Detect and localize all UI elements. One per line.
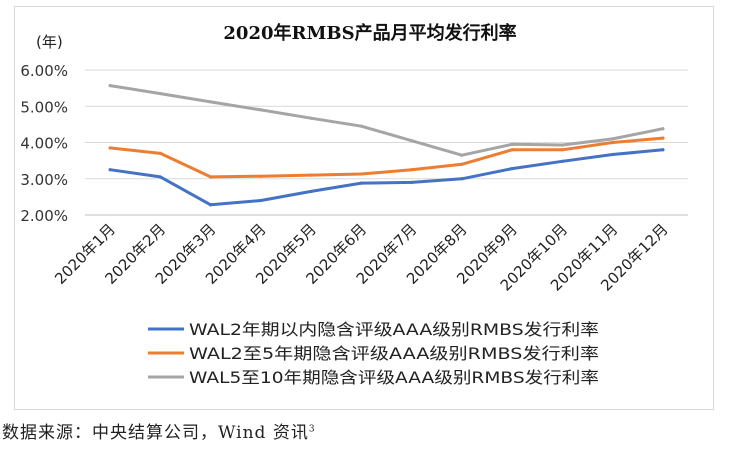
- data-point: [460, 162, 464, 166]
- data-point: [510, 148, 514, 152]
- data-point: [259, 174, 263, 178]
- y-tick-label: 6.00%: [20, 62, 68, 80]
- y-axis-unit-label: (年): [36, 33, 63, 51]
- data-point: [510, 142, 514, 146]
- data-point: [661, 148, 665, 152]
- footnote-marker: 3: [308, 424, 316, 435]
- series-line-1: [108, 148, 665, 207]
- data-point: [359, 181, 363, 185]
- data-point: [209, 175, 213, 179]
- data-point: [209, 100, 213, 104]
- y-tick-label: 2.00%: [20, 207, 68, 225]
- legend-label: WAL2至5年期隐含评级AAA级别RMBS发行利率: [189, 344, 599, 363]
- data-point: [108, 146, 112, 150]
- chart-title: 2020年RMBS产品月平均发行利率: [223, 22, 516, 44]
- y-tick-label: 3.00%: [20, 171, 68, 189]
- legend-label: WAL5至10年期隐含评级AAA级别RMBS发行利率: [189, 368, 599, 387]
- source-text: 数据来源：中央结算公司，Wind 资讯: [2, 423, 309, 443]
- data-point: [560, 159, 564, 163]
- data-point: [158, 151, 162, 155]
- data-point: [309, 116, 313, 120]
- data-point: [209, 203, 213, 207]
- source-note: 数据来源：中央结算公司，Wind 资讯3: [2, 418, 316, 443]
- data-point: [661, 127, 665, 131]
- data-point: [560, 143, 564, 147]
- legend-label: WAL2年期以内隐含评级AAA级别RMBS发行利率: [189, 320, 599, 339]
- data-point: [158, 91, 162, 96]
- data-point: [611, 140, 615, 145]
- chart-frame: [14, 6, 714, 410]
- data-point: [611, 152, 615, 157]
- data-point: [661, 136, 665, 140]
- data-point: [259, 198, 263, 203]
- series-line-3: [108, 84, 665, 157]
- data-point: [309, 189, 313, 194]
- data-point: [410, 168, 414, 172]
- data-point: [410, 180, 414, 184]
- data-point: [510, 167, 514, 171]
- data-point: [410, 139, 414, 143]
- data-point: [158, 175, 162, 179]
- series-line-2: [108, 136, 665, 179]
- data-point: [460, 153, 464, 157]
- data-point: [108, 168, 112, 172]
- y-tick-label: 5.00%: [20, 98, 68, 116]
- data-point: [259, 108, 263, 112]
- data-point: [359, 172, 363, 176]
- data-point: [460, 177, 464, 181]
- data-point: [108, 83, 112, 88]
- data-point: [359, 124, 363, 128]
- data-point: [611, 137, 615, 141]
- y-tick-label: 4.00%: [20, 135, 68, 153]
- data-point: [560, 148, 564, 152]
- data-point: [309, 173, 313, 177]
